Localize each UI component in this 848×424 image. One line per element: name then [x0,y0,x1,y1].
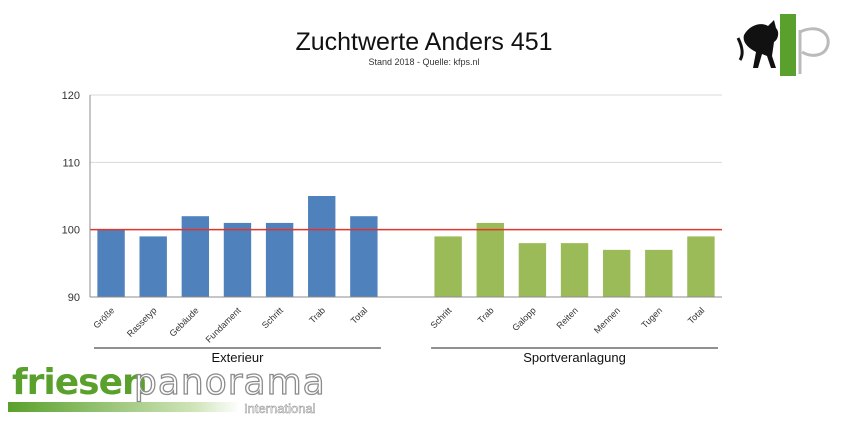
x-tick-label: Trab [476,305,496,325]
y-tick-label: 110 [62,157,80,169]
chart-title: Zuchtwerte Anders 451 [295,28,553,56]
bar [223,222,252,297]
kfp-logo [736,14,830,76]
brand-word-international: International [244,401,316,417]
chart-subtitle: Stand 2018 - Quelle: kfps.nl [368,57,480,67]
brand-word-friesen: friesen [12,362,148,403]
x-tick-label: Galopp [510,305,538,333]
x-tick-label: Total [349,305,370,326]
kfp-green-bar [780,14,796,76]
brand-green-bar [8,402,240,412]
y-tick-label: 90 [68,292,80,304]
bar [518,243,547,297]
bar [181,216,210,297]
bar [645,249,673,297]
bar [308,196,336,297]
bar [476,222,504,297]
bar [97,229,125,297]
x-tick-label: Fundament [204,305,244,345]
x-tick-label: Total [686,305,707,326]
group-label: Exterieur [211,350,264,365]
bar [265,222,294,297]
y-tick-label: 100 [62,225,80,237]
group-label: Sportveranlagung [523,350,626,365]
bar [139,236,167,297]
bar [687,236,715,297]
x-tick-label: Tugen [639,305,664,330]
bar [350,216,378,297]
friesenpanorama-logo: friesen panorama International [8,361,338,422]
brand-word-panorama: panorama [133,361,326,403]
x-tick-label: Gebäude [167,305,200,338]
y-tick-label: 120 [62,90,80,102]
x-tick-label: Reiten [554,305,579,330]
x-tick-label: Rassetyp [125,305,159,339]
x-tick-label: Mennen [592,305,622,335]
x-tick-label: Schritt [260,305,285,330]
bar [602,249,631,297]
horse-icon [736,20,779,68]
x-tick-label: Trab [307,305,327,325]
bar [560,243,589,297]
kfp-p-letter [799,27,830,57]
x-tick-label: Größe [91,305,116,330]
bar [434,236,462,297]
x-tick-label: Schritt [428,305,453,330]
